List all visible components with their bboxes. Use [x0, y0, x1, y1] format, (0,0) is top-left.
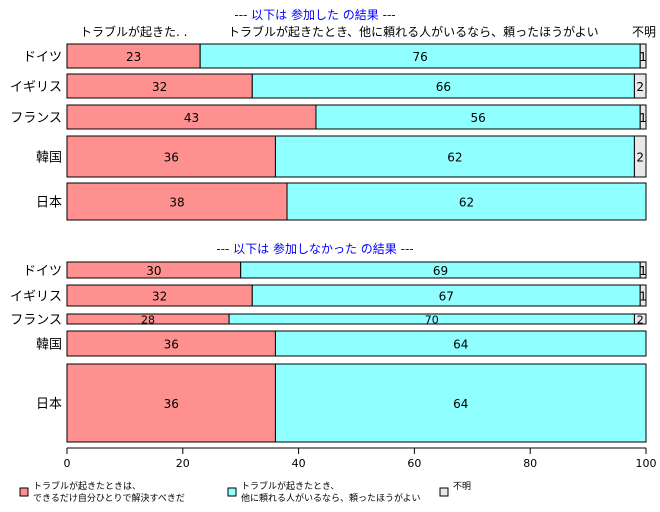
- value-label: 70: [425, 314, 439, 327]
- value-label: 2: [636, 151, 644, 165]
- x-tick-label: 40: [292, 457, 306, 470]
- bar-segment-rely: [286, 182, 647, 221]
- bar-segment-rely: [274, 363, 647, 443]
- row-label: ドイツ: [23, 50, 62, 65]
- value-label: 2: [636, 80, 644, 94]
- row-label: フランス: [10, 111, 62, 126]
- value-label: 36: [164, 338, 179, 352]
- value-label: 76: [413, 50, 428, 64]
- column-header-unknown: 不明: [632, 25, 656, 39]
- bar-segment-unknown: [639, 104, 647, 130]
- row-label: 韓国: [36, 338, 62, 353]
- bar-segment-unknown: [639, 284, 647, 307]
- value-label: 32: [152, 80, 167, 94]
- value-label: 2: [637, 314, 644, 327]
- value-label: 1: [639, 111, 647, 125]
- row-label: ドイツ: [23, 264, 62, 279]
- bar-segment-self: [66, 330, 276, 357]
- legend-label: トラブルが起きたとき、: [241, 480, 339, 492]
- x-tick-label: 0: [64, 457, 71, 470]
- legend-label: 不明: [453, 481, 471, 492]
- value-label: 23: [126, 50, 141, 64]
- value-label: 1: [639, 264, 647, 278]
- panel-title-participated: --- 以下は 参加した の結果 ---: [234, 7, 395, 22]
- panel-title-not-participated: --- 以下は 参加しなかった の結果 ---: [216, 241, 413, 256]
- column-header-rely: トラブルが起きたとき、他に頼れる人がいるなら、頼ったほうがよい: [228, 24, 599, 39]
- value-label: 43: [184, 111, 199, 125]
- value-label: 62: [459, 196, 474, 210]
- legend-label: 他に頼れる人がいるなら、頼ったほうがよい: [241, 492, 421, 504]
- bar-segment-self: [66, 363, 276, 443]
- value-label: 38: [169, 196, 184, 210]
- x-tick-label: 60: [407, 457, 421, 470]
- bar-segment-unknown: [633, 135, 647, 178]
- row-label: 日本: [36, 397, 62, 412]
- bar-segment-rely: [199, 43, 641, 69]
- value-label: 62: [447, 151, 462, 165]
- legend-swatch: [19, 487, 29, 497]
- value-label: 1: [639, 50, 647, 64]
- bar-segment-self: [66, 104, 317, 130]
- x-tick-label: 20: [176, 457, 190, 470]
- row-label: 韓国: [36, 151, 62, 166]
- bar-segment-unknown: [633, 73, 647, 99]
- value-label: 67: [439, 290, 454, 304]
- value-label: 32: [152, 290, 167, 304]
- legend-label: トラブルが起きたときは、: [33, 480, 141, 492]
- legend-label: できるだけ自分ひとりで解決すべきだ: [33, 492, 185, 504]
- value-label: 36: [164, 151, 179, 165]
- bar-segment-unknown: [639, 261, 647, 279]
- row-label: イギリス: [10, 80, 62, 95]
- value-label: 64: [453, 397, 468, 411]
- legend-swatch: [227, 487, 237, 497]
- row-label: イギリス: [10, 290, 62, 305]
- legend-swatch: [439, 487, 449, 497]
- value-label: 56: [470, 111, 485, 125]
- value-label: 64: [453, 338, 468, 352]
- bar-segment-unknown: [639, 43, 647, 69]
- bar-segment-self: [66, 43, 201, 69]
- value-label: 30: [146, 264, 161, 278]
- bar-segment-self: [66, 135, 276, 178]
- bar-segment-unknown: [633, 313, 647, 325]
- value-label: 69: [433, 264, 448, 278]
- bar-segment-rely: [315, 104, 641, 130]
- row-label: 日本: [36, 196, 62, 211]
- column-header-self: トラブルが起きた. .: [80, 24, 187, 39]
- x-tick-label: 100: [636, 457, 657, 470]
- value-label: 66: [436, 80, 451, 94]
- row-label: フランス: [10, 313, 62, 328]
- bar-segment-rely: [274, 330, 647, 357]
- value-label: 28: [141, 314, 155, 327]
- x-tick-label: 80: [523, 457, 537, 470]
- value-label: 1: [639, 290, 647, 304]
- value-label: 36: [164, 397, 179, 411]
